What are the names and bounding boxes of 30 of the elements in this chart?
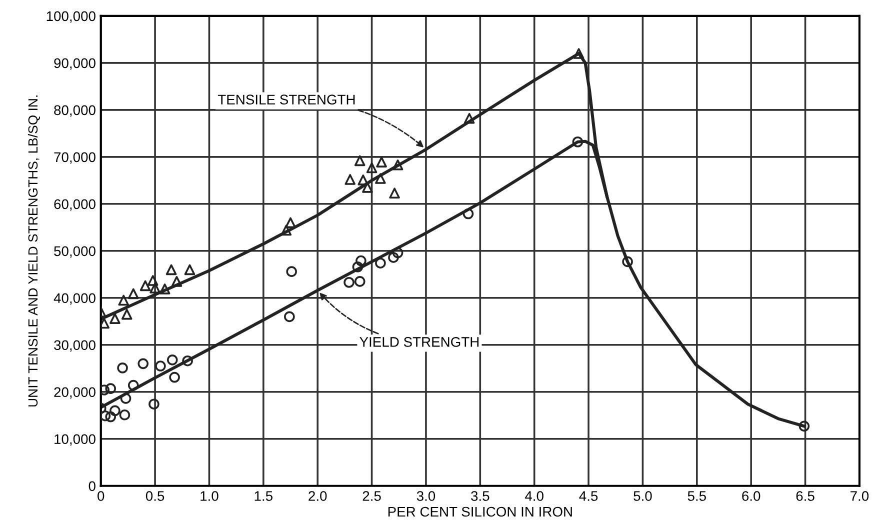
- y-tick-label: 70,000: [54, 152, 96, 164]
- y-tick-label: 90,000: [54, 58, 96, 70]
- y-axis-title: UNIT TENSILE AND YIELD STRENGTHS, LB/SQ IN.: [28, 96, 40, 406]
- y-tick-label: 40,000: [54, 293, 96, 305]
- x-tick-label: 7.0: [850, 491, 869, 501]
- y-tick-label: 10,000: [54, 434, 96, 446]
- x-tick-label: 0: [98, 491, 104, 501]
- annotation: YIELD STRENGTH: [360, 337, 479, 347]
- x-tick-label: 3.0: [416, 491, 436, 501]
- y-tick-label: 0: [88, 481, 96, 492]
- x-axis-title: PER CENT SILICON IN IRON: [388, 506, 572, 517]
- y-tick-label: 60,000: [54, 199, 96, 211]
- y-tick-label: 30,000: [54, 340, 96, 352]
- x-tick-label: 6.0: [742, 491, 760, 501]
- x-tick-label: 0.5: [146, 491, 164, 501]
- x-tick-label: 5.5: [688, 491, 706, 501]
- x-tick-label: 3.5: [471, 491, 490, 501]
- annotation: TENSILE STRENGTH: [218, 94, 355, 105]
- x-tick-label: 2.0: [308, 491, 327, 501]
- x-tick-label: 4.0: [525, 491, 544, 501]
- x-tick-label: 1.0: [200, 491, 218, 501]
- x-tick-label: 2.5: [362, 491, 381, 501]
- x-tick-label: 1.5: [254, 491, 272, 501]
- y-tick-label: 80,000: [54, 105, 96, 117]
- y-tick-label: 100,000: [46, 11, 96, 23]
- x-tick-label: 5.0: [634, 491, 652, 501]
- y-tick-label: 20,000: [54, 387, 96, 399]
- x-tick-label: 4.5: [579, 491, 598, 501]
- x-tick-label: 6.5: [796, 491, 814, 501]
- y-tick-label: 50,000: [54, 246, 96, 258]
